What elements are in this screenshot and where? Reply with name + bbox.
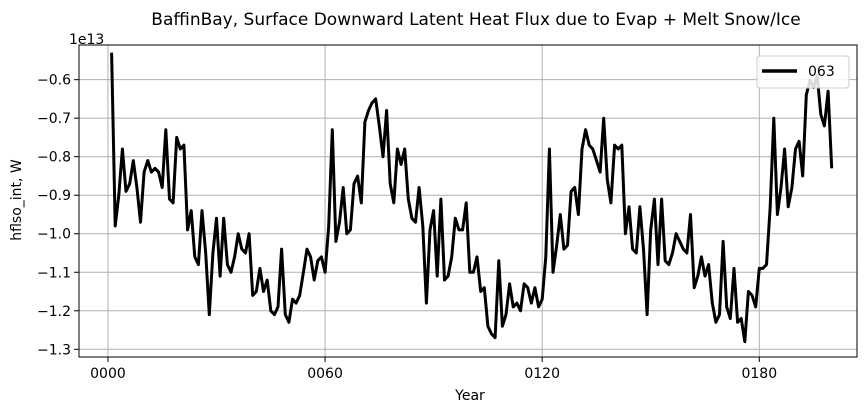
y-axis: −1.3 −1.2 −1.1 −1.0 −0.9 −0.8 −0.7 −0.6: [37, 73, 79, 358]
legend-box: [756, 55, 850, 89]
x-tick-label: 0120: [524, 366, 560, 382]
y-axis-label: hflso_int, W: [9, 159, 25, 241]
legend-label-063: 063: [808, 64, 835, 80]
axes-frame: [78, 44, 858, 358]
y-offset-label: 1e13: [69, 32, 104, 48]
legend: 063: [756, 55, 850, 89]
grid-lines: [79, 45, 857, 357]
y-tick-label: −0.6: [37, 73, 71, 89]
y-tick-label: −0.8: [37, 150, 71, 166]
y-tick-label: −1.0: [37, 227, 71, 243]
x-axis-label: Year: [454, 388, 485, 404]
y-tick-label: −1.2: [37, 304, 71, 320]
y-tick-label: −0.7: [37, 111, 71, 127]
x-axis: 0000 0060 0120 0180: [90, 357, 777, 382]
chart-title: BaffinBay, Surface Downward Latent Heat …: [151, 10, 800, 30]
y-tick-label: −1.3: [37, 342, 71, 358]
x-tick-label: 0000: [90, 366, 126, 382]
y-tick-label: −0.9: [37, 188, 71, 204]
y-tick-label: −1.1: [37, 265, 71, 281]
plot-area: [110, 52, 834, 344]
x-tick-label: 0060: [307, 366, 343, 382]
series-line-063: [110, 52, 834, 344]
x-tick-label: 0180: [741, 366, 777, 382]
